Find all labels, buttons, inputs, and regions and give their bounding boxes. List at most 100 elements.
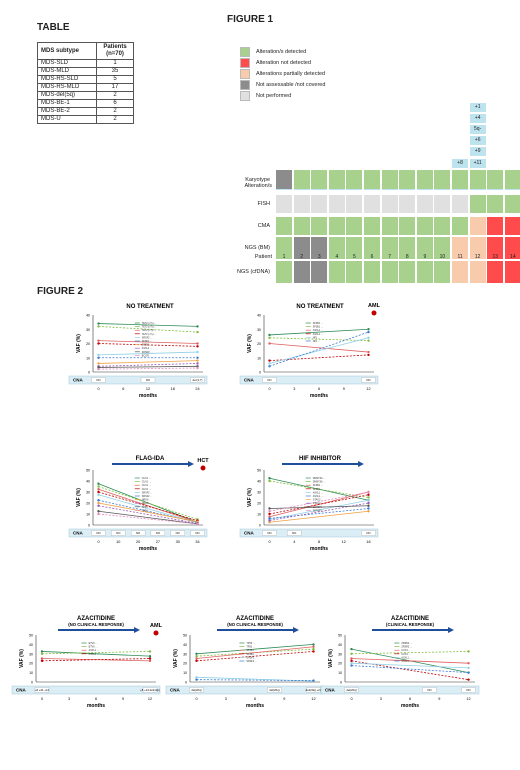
data-point [312,643,315,646]
grid-cell [293,261,310,283]
data-point [196,366,199,370]
data-point [148,659,152,663]
legend-label: Not performed [256,92,292,99]
cna-box [111,530,126,536]
legend-label: ASXL1 … [89,653,100,656]
grid-cell [293,237,310,259]
x-tick-label: 12 [342,540,346,544]
data-point [467,678,470,681]
y-tick-label: 30 [29,652,33,656]
patient-count-cell: 2 [96,115,134,124]
figure2-title: FIGURE 2 [37,286,84,297]
grid-cell [328,217,345,235]
cna-label: CNA [325,688,335,693]
panel-subtitle: (NO CLINICAL RESPONSE) [227,622,283,627]
patient-number: 1 [282,254,286,260]
series-line [269,494,369,515]
cna-value: NO [136,531,141,535]
cna-label: CNA [73,378,83,383]
x-tick-label: 6 [122,387,124,391]
cna-value: NO [366,378,371,382]
data-point [97,485,100,488]
figure1-grid: Alteration/s20q-+14-9q-20q-20q-20q--720q… [0,0,520,283]
cna-value: NO [146,378,151,382]
grid-cell [504,237,520,259]
grid-row-label: CMA [257,223,270,229]
y-tick-label: 50 [338,634,342,638]
x-tick-label: 20 [136,540,140,544]
y-tick-label: 0 [340,681,342,685]
x-tick-label: 8 [318,540,320,544]
legend-swatch [240,68,250,79]
patient-number: 8 [405,254,409,260]
legend-label: TET2 p.Tyr… [142,326,157,329]
legend-entry: Alteration/s detected [240,46,325,57]
alteration-label: Alteration/s [244,183,272,189]
grid-cell [381,237,398,259]
grid-cell [399,237,416,259]
x-tick-label: 0 [268,540,270,544]
legend-label: ZRSR2 … [401,646,413,649]
y-tick-label: 10 [86,513,90,517]
legend-entry: Not performed [240,90,325,101]
y-axis-label: VAF (%) [19,649,25,668]
y-tick-label: 10 [338,671,342,675]
y-tick-label: 30 [338,652,342,656]
x-tick-label: 3 [68,697,70,701]
x-axis-label: months [310,546,328,552]
data-point [196,365,199,368]
series-line [269,328,369,336]
data-point [196,325,199,328]
cna-bar [320,685,480,695]
cna-value: NO [292,531,297,535]
series-line [269,499,369,520]
data-point [196,359,199,362]
series-line [269,480,369,498]
legend-swatch [240,57,250,68]
treatment-arrowhead [448,627,454,633]
panel-title: NO TREATMENT [126,304,174,310]
data-point [97,353,100,357]
cna-box [130,530,146,536]
cna-box [262,530,277,536]
data-point [195,654,198,658]
legend-label: TP53 … [246,642,255,645]
series-line [351,658,469,664]
series-line [269,508,369,519]
data-point [97,366,100,369]
grid-cell [434,237,451,259]
legend-label: SRSF2 … [246,656,257,659]
x-tick-label: 12 [146,387,150,391]
data-point [195,657,198,660]
y-tick-label: 0 [185,681,187,685]
legend-label: Alteration not detected [256,59,312,66]
grid-cell [434,195,451,213]
legend-label: CUX1 … [142,488,152,491]
legend-label: CUX1 … [142,481,152,484]
legend-swatch [240,79,250,90]
data-point [268,515,271,518]
legend-label: SF3B1 … [313,484,324,487]
data-point [40,657,44,660]
legend-label: TP53 … [142,509,151,512]
data-point [148,650,152,653]
data-point [367,353,370,357]
x-tick-label: 0 [97,540,99,544]
grid-cell [434,261,451,283]
data-point [196,342,199,345]
data-point [97,367,100,371]
data-point [268,521,271,524]
cna-box [91,530,106,536]
data-point [350,647,353,651]
x-tick-label: 6 [318,387,320,391]
panel-title: AZACITIDINE [236,616,274,622]
series-line [98,340,198,344]
y-tick-label: 30 [183,652,187,656]
grid-cell [381,217,398,235]
data-point [97,322,100,325]
x-tick-label: 12 [148,697,152,701]
patient-number: 14 [510,254,516,260]
table-title: TABLE [37,22,70,33]
